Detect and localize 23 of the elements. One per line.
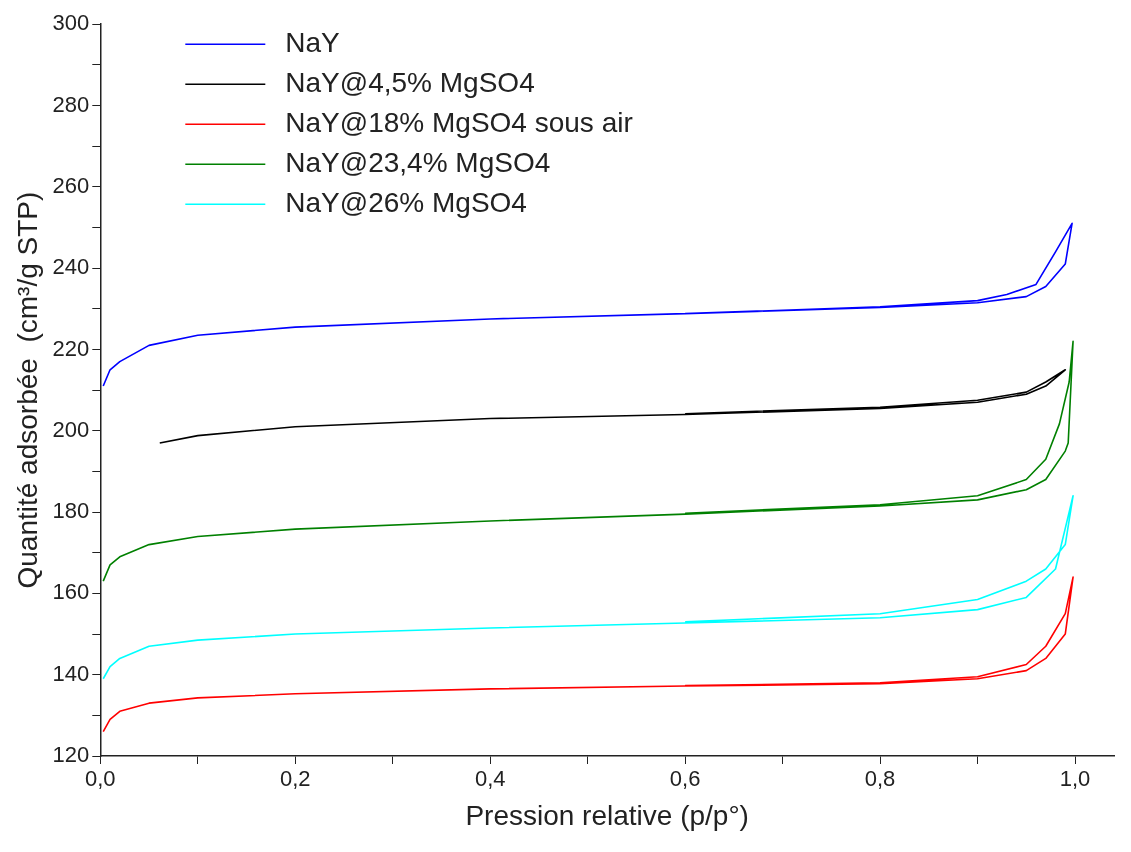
y-tick-label: 220 (52, 335, 90, 361)
y-axis-title: Quantité adsorbée (cm³/g STP) (11, 191, 43, 589)
legend-label: NaY (285, 26, 341, 58)
y-tick-label: 120 (52, 742, 90, 768)
legend-label: NaY@4,5% MgSO4 (285, 66, 535, 98)
x-tick-label: 0,4 (474, 766, 506, 792)
y-tick-label: 240 (52, 254, 90, 280)
y-tick-label: 140 (52, 660, 90, 686)
y-tick-label: 280 (52, 91, 90, 117)
x-tick-label: 0,2 (279, 766, 311, 792)
x-tick-label: 1,0 (1059, 766, 1091, 792)
x-tick-label: 0,8 (864, 766, 896, 792)
x-tick-label: 0,0 (85, 766, 116, 792)
legend-label: NaY@18% MgSO4 sous air (285, 106, 633, 138)
legend-label: NaY@23,4% MgSO4 (285, 146, 551, 178)
y-tick-label: 200 (52, 416, 90, 442)
y-tick-label: 260 (52, 172, 90, 198)
y-tick-label: 160 (52, 579, 90, 605)
x-tick-label: 0,6 (669, 766, 701, 792)
legend-label: NaY@26% MgSO4 (285, 186, 527, 218)
y-tick-label: 180 (52, 498, 90, 524)
x-axis-title: Pression relative (p/p°) (465, 799, 749, 831)
y-tick-label: 300 (52, 10, 90, 36)
